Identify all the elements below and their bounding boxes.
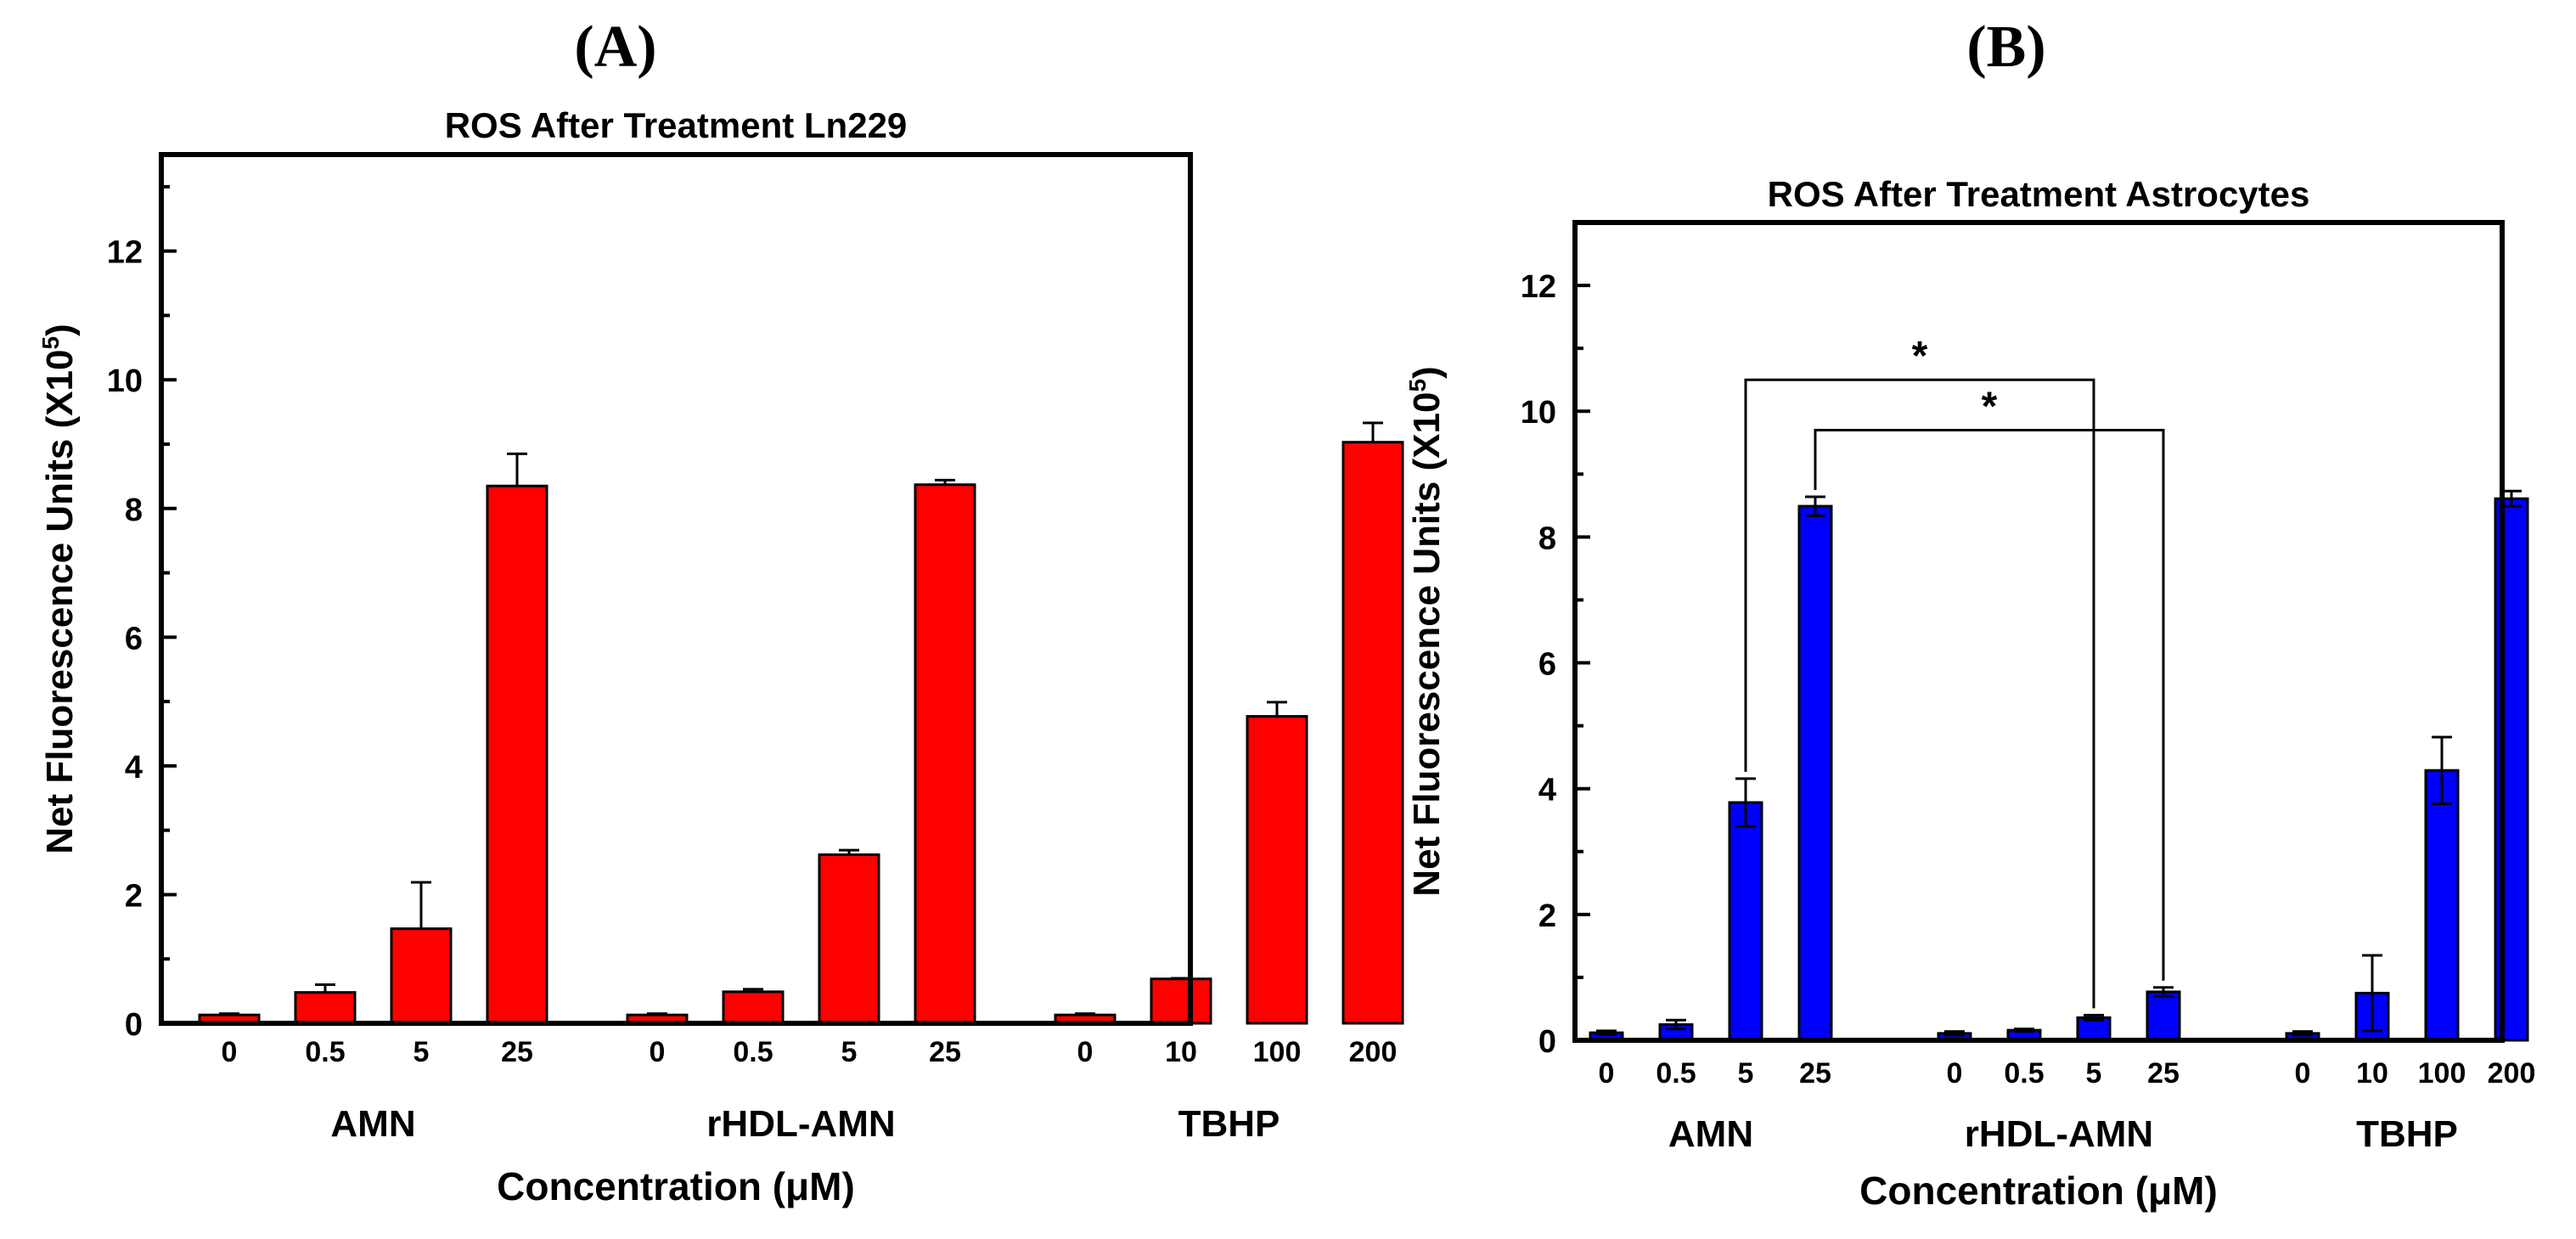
significance-bracket (1814, 428, 2165, 981)
group-label: AMN (330, 1103, 415, 1145)
y-axis-label: Net Fluorescence Units (X105) (1404, 366, 1448, 896)
significance-star: * (1982, 384, 1998, 429)
bar-rhdl-amn-0.5 (722, 990, 785, 1025)
bar-amn-0.5 (294, 991, 357, 1025)
x-tick-label: 10 (2356, 1057, 2388, 1090)
x-tick-label: 0 (222, 1036, 238, 1068)
x-tick-label: 5 (413, 1036, 430, 1068)
x-tick-label: 0.5 (2004, 1057, 2044, 1090)
x-tick-label: 0 (1077, 1036, 1094, 1068)
x-tick-label: 0.5 (305, 1036, 345, 1068)
chart-title: ROS After Treatment Astrocytes (1768, 174, 2310, 214)
x-tick-label: 10 (1165, 1036, 1197, 1068)
significance-star: * (1912, 334, 1928, 379)
y-tick-label: 4 (1538, 773, 1556, 808)
bar-tbhp-100 (2424, 769, 2460, 1042)
x-tick-label: 25 (1799, 1057, 1831, 1090)
panel-b: (B) ROS After Treatment Astrocytes 0 2 4 6 8 10… (1404, 14, 2535, 1213)
x-tick-label: 0 (2295, 1057, 2311, 1090)
x-tick-label: 200 (1349, 1036, 1398, 1068)
x-tick-label: 0.5 (1656, 1057, 1696, 1090)
y-tick-label: 8 (125, 493, 143, 528)
y-tick-label: 0 (1538, 1024, 1556, 1060)
bar-tbhp-100 (1246, 715, 1308, 1025)
y-axis-label: Net Fluorescence Units (X105) (37, 324, 81, 853)
panel-a: (A) ROS After Treatment Ln229 0 2 4 6 8 10 12 Net… (37, 14, 1404, 1208)
bar-amn-25 (1797, 504, 1833, 1042)
y-tick-label: 12 (1521, 269, 1556, 305)
x-tick-label: 25 (501, 1036, 533, 1068)
y-tick-label: 4 (125, 750, 143, 786)
plot-frame (1572, 220, 2505, 1043)
y-tick-label: 8 (1538, 521, 1556, 556)
group-label: TBHP (1178, 1103, 1280, 1145)
bar-rhdl-amn-25 (914, 483, 976, 1025)
y-tick-label: 10 (107, 363, 143, 399)
y-tick-label: 2 (125, 878, 143, 914)
bar-amn-5 (390, 927, 453, 1025)
bar-amn-25 (486, 484, 548, 1025)
group-label: TBHP (2356, 1113, 2458, 1155)
bar-rhdl-amn-25 (2146, 990, 2181, 1042)
bar-rhdl-amn-5 (818, 853, 880, 1025)
x-axis-label: Concentration (μM) (497, 1164, 855, 1208)
x-tick-label: 5 (841, 1036, 858, 1068)
x-tick-label: 5 (1738, 1057, 1754, 1090)
significance-bracket (1744, 378, 2095, 1009)
x-tick-label: 100 (1253, 1036, 1302, 1068)
panel-label: (B) (1966, 14, 2045, 80)
x-tick-label: 0 (650, 1036, 666, 1068)
x-tick-label: 5 (2086, 1057, 2102, 1090)
chart-title: ROS After Treatment Ln229 (445, 105, 908, 145)
x-axis-label: Concentration (μM) (1859, 1169, 2218, 1213)
panel-label: (A) (574, 14, 656, 80)
x-tick-label: 0 (1599, 1057, 1615, 1090)
x-tick-label: 25 (2147, 1057, 2179, 1090)
y-tick-label: 2 (1538, 898, 1556, 934)
x-tick-label: 0 (1947, 1057, 1963, 1090)
x-tick-label: 200 (2488, 1057, 2536, 1090)
y-tick-label: 10 (1521, 395, 1556, 431)
group-label: rHDL-AMN (1965, 1113, 2153, 1155)
bar-amn-5 (1728, 801, 1763, 1042)
bar-tbhp-10 (1150, 977, 1212, 1025)
bar-tbhp-200 (1341, 441, 1404, 1025)
x-tick-label: 100 (2418, 1057, 2466, 1090)
group-label: AMN (1668, 1113, 1753, 1155)
group-label: rHDL-AMN (706, 1103, 895, 1145)
x-tick-label: 0.5 (733, 1036, 773, 1068)
y-tick-label: 6 (125, 621, 143, 656)
y-tick-label: 0 (125, 1007, 143, 1043)
y-tick-label: 6 (1538, 647, 1556, 683)
x-tick-label: 25 (929, 1036, 961, 1068)
y-tick-label: 12 (107, 235, 143, 271)
plot-frame (159, 152, 1193, 1026)
